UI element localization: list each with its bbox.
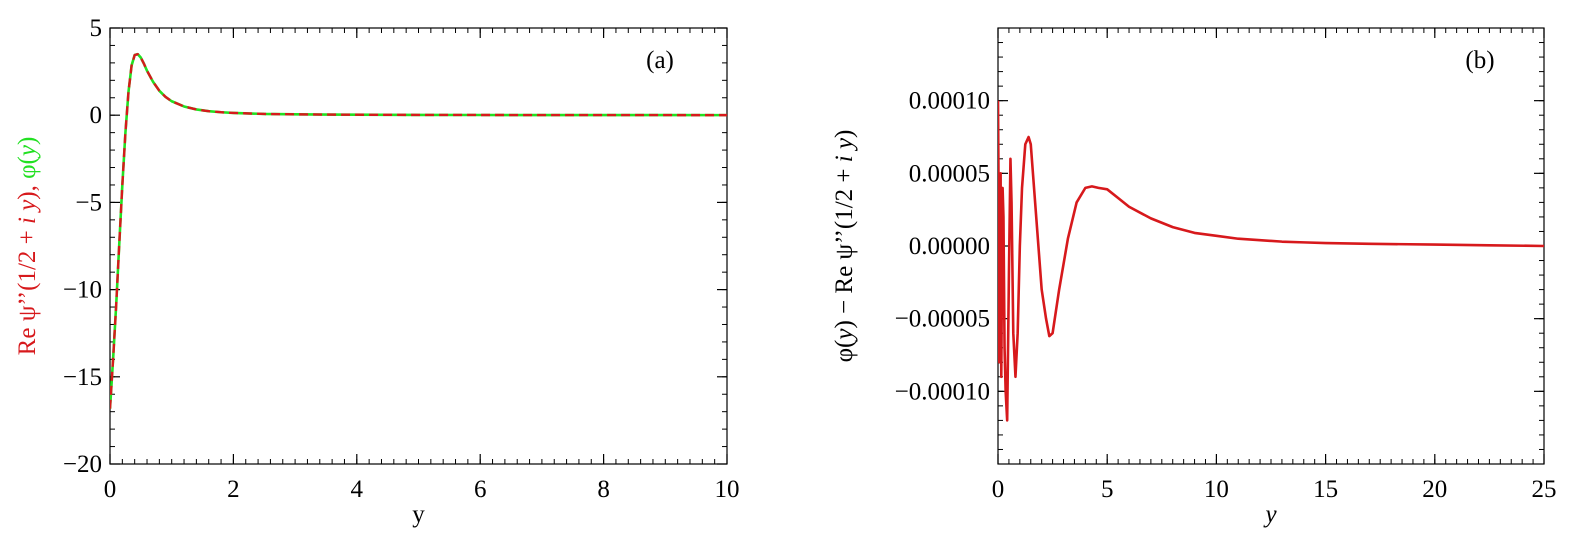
x-tick-label: 4 (351, 476, 364, 503)
y-axis-label-part: i y (831, 137, 858, 162)
plot-frame (109, 27, 728, 465)
x-tick-label: 10 (715, 476, 740, 503)
y-axis-label-part: ) − Re ψ’’(1/2 + (831, 162, 858, 328)
x-tick-label: 10 (1204, 476, 1229, 503)
x-tick-label: 6 (474, 476, 487, 503)
x-axis-label: y (412, 501, 425, 528)
series-line-1 (110, 52, 727, 409)
y-tick-label: −20 (63, 451, 102, 478)
x-tick-label: 2 (227, 476, 240, 503)
x-tick-label: 20 (1422, 476, 1447, 503)
y-axis-label-part: ), (14, 179, 41, 200)
y-tick-label: 0.00000 (909, 233, 990, 260)
x-tick-label: 25 (1532, 476, 1557, 503)
y-axis-label-part: y (831, 328, 858, 343)
y-axis-label-part: φ( (831, 340, 858, 363)
y-tick-label: 0 (90, 102, 103, 129)
panel-b-chart: 0 5 10 15 20 25 −0.00010 −0.00005 0.00000 0.00005… (831, 27, 1557, 528)
y-tick-label: −10 (63, 277, 102, 304)
panel-label: (b) (1465, 47, 1494, 74)
x-tick-label: 5 (1101, 476, 1114, 503)
y-tick-label: 0.00005 (909, 160, 990, 187)
y-axis-label-part: y (14, 144, 41, 159)
y-axis-label-part: φ( (14, 156, 41, 179)
y-tick-label: −15 (63, 364, 102, 391)
y-tick-label: 0.00010 (909, 88, 990, 115)
y-axis-label-part: ) (14, 137, 41, 145)
y-axis-label-part: ) (831, 130, 858, 138)
x-tick-label: 15 (1313, 476, 1338, 503)
y-tick-label: −5 (75, 189, 102, 216)
y-axis-label-part: Re ψ’’(1/2 + (14, 224, 41, 355)
y-tick-label: −0.00005 (895, 306, 990, 333)
x-axis-label: y (1262, 501, 1277, 528)
y-axis-label-part: i y (14, 199, 41, 224)
x-tick-label: 8 (597, 476, 610, 503)
y-tick-label: 5 (90, 15, 103, 42)
y-axis-label: Re ψ’’(1/2 + i y), φ(y) (14, 137, 41, 356)
x-tick-label: 0 (104, 476, 117, 503)
y-tick-label: −0.00010 (895, 378, 990, 405)
panel-label: (a) (646, 47, 674, 74)
y-axis-label: φ(y) − Re ψ’’(1/2 + i y) (831, 130, 858, 363)
series-line-1 (998, 100, 1544, 422)
x-tick-label: 0 (992, 476, 1005, 503)
series-line-2 (110, 52, 727, 409)
